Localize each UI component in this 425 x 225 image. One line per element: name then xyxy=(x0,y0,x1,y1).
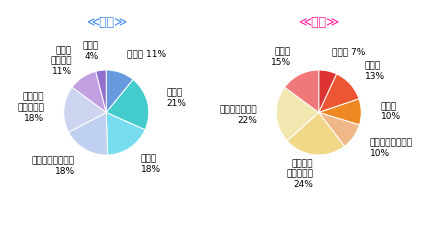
Text: 現在の
恋人・妻
11%: 現在の 恋人・妻 11% xyxy=(50,46,72,76)
Wedge shape xyxy=(106,80,149,130)
Wedge shape xyxy=(287,112,345,155)
Title: ≪男性≫: ≪男性≫ xyxy=(85,16,127,29)
Text: 中学生
21%: 中学生 21% xyxy=(167,88,187,108)
Wedge shape xyxy=(319,74,359,112)
Wedge shape xyxy=(319,99,361,125)
Wedge shape xyxy=(106,112,145,155)
Wedge shape xyxy=(319,112,360,146)
Wedge shape xyxy=(106,70,133,112)
Wedge shape xyxy=(68,112,108,155)
Wedge shape xyxy=(96,70,106,112)
Text: 大学・専門学校生
18%: 大学・専門学校生 18% xyxy=(32,156,75,176)
Wedge shape xyxy=(64,87,106,132)
Text: その他
4%: その他 4% xyxy=(82,41,99,61)
Title: ≪女性≫: ≪女性≫ xyxy=(298,16,340,29)
Text: 高校生
10%: 高校生 10% xyxy=(381,102,401,121)
Text: その他
15%: その他 15% xyxy=(271,47,291,67)
Text: 小学生 7%: 小学生 7% xyxy=(332,47,366,56)
Wedge shape xyxy=(285,70,319,112)
Wedge shape xyxy=(72,71,106,112)
Text: 大学・専門学校生
10%: 大学・専門学校生 10% xyxy=(370,138,413,158)
Wedge shape xyxy=(276,87,319,141)
Text: 小学生 11%: 小学生 11% xyxy=(127,50,166,59)
Text: 高校生
18%: 高校生 18% xyxy=(141,154,161,174)
Text: 現在の恋人・夫
22%: 現在の恋人・夫 22% xyxy=(219,106,257,125)
Text: 社会人に
なってから
18%: 社会人に なってから 18% xyxy=(17,93,45,123)
Text: 社会人に
なってから
24%: 社会人に なってから 24% xyxy=(286,159,313,189)
Text: 中学生
13%: 中学生 13% xyxy=(365,61,385,81)
Wedge shape xyxy=(319,70,337,112)
